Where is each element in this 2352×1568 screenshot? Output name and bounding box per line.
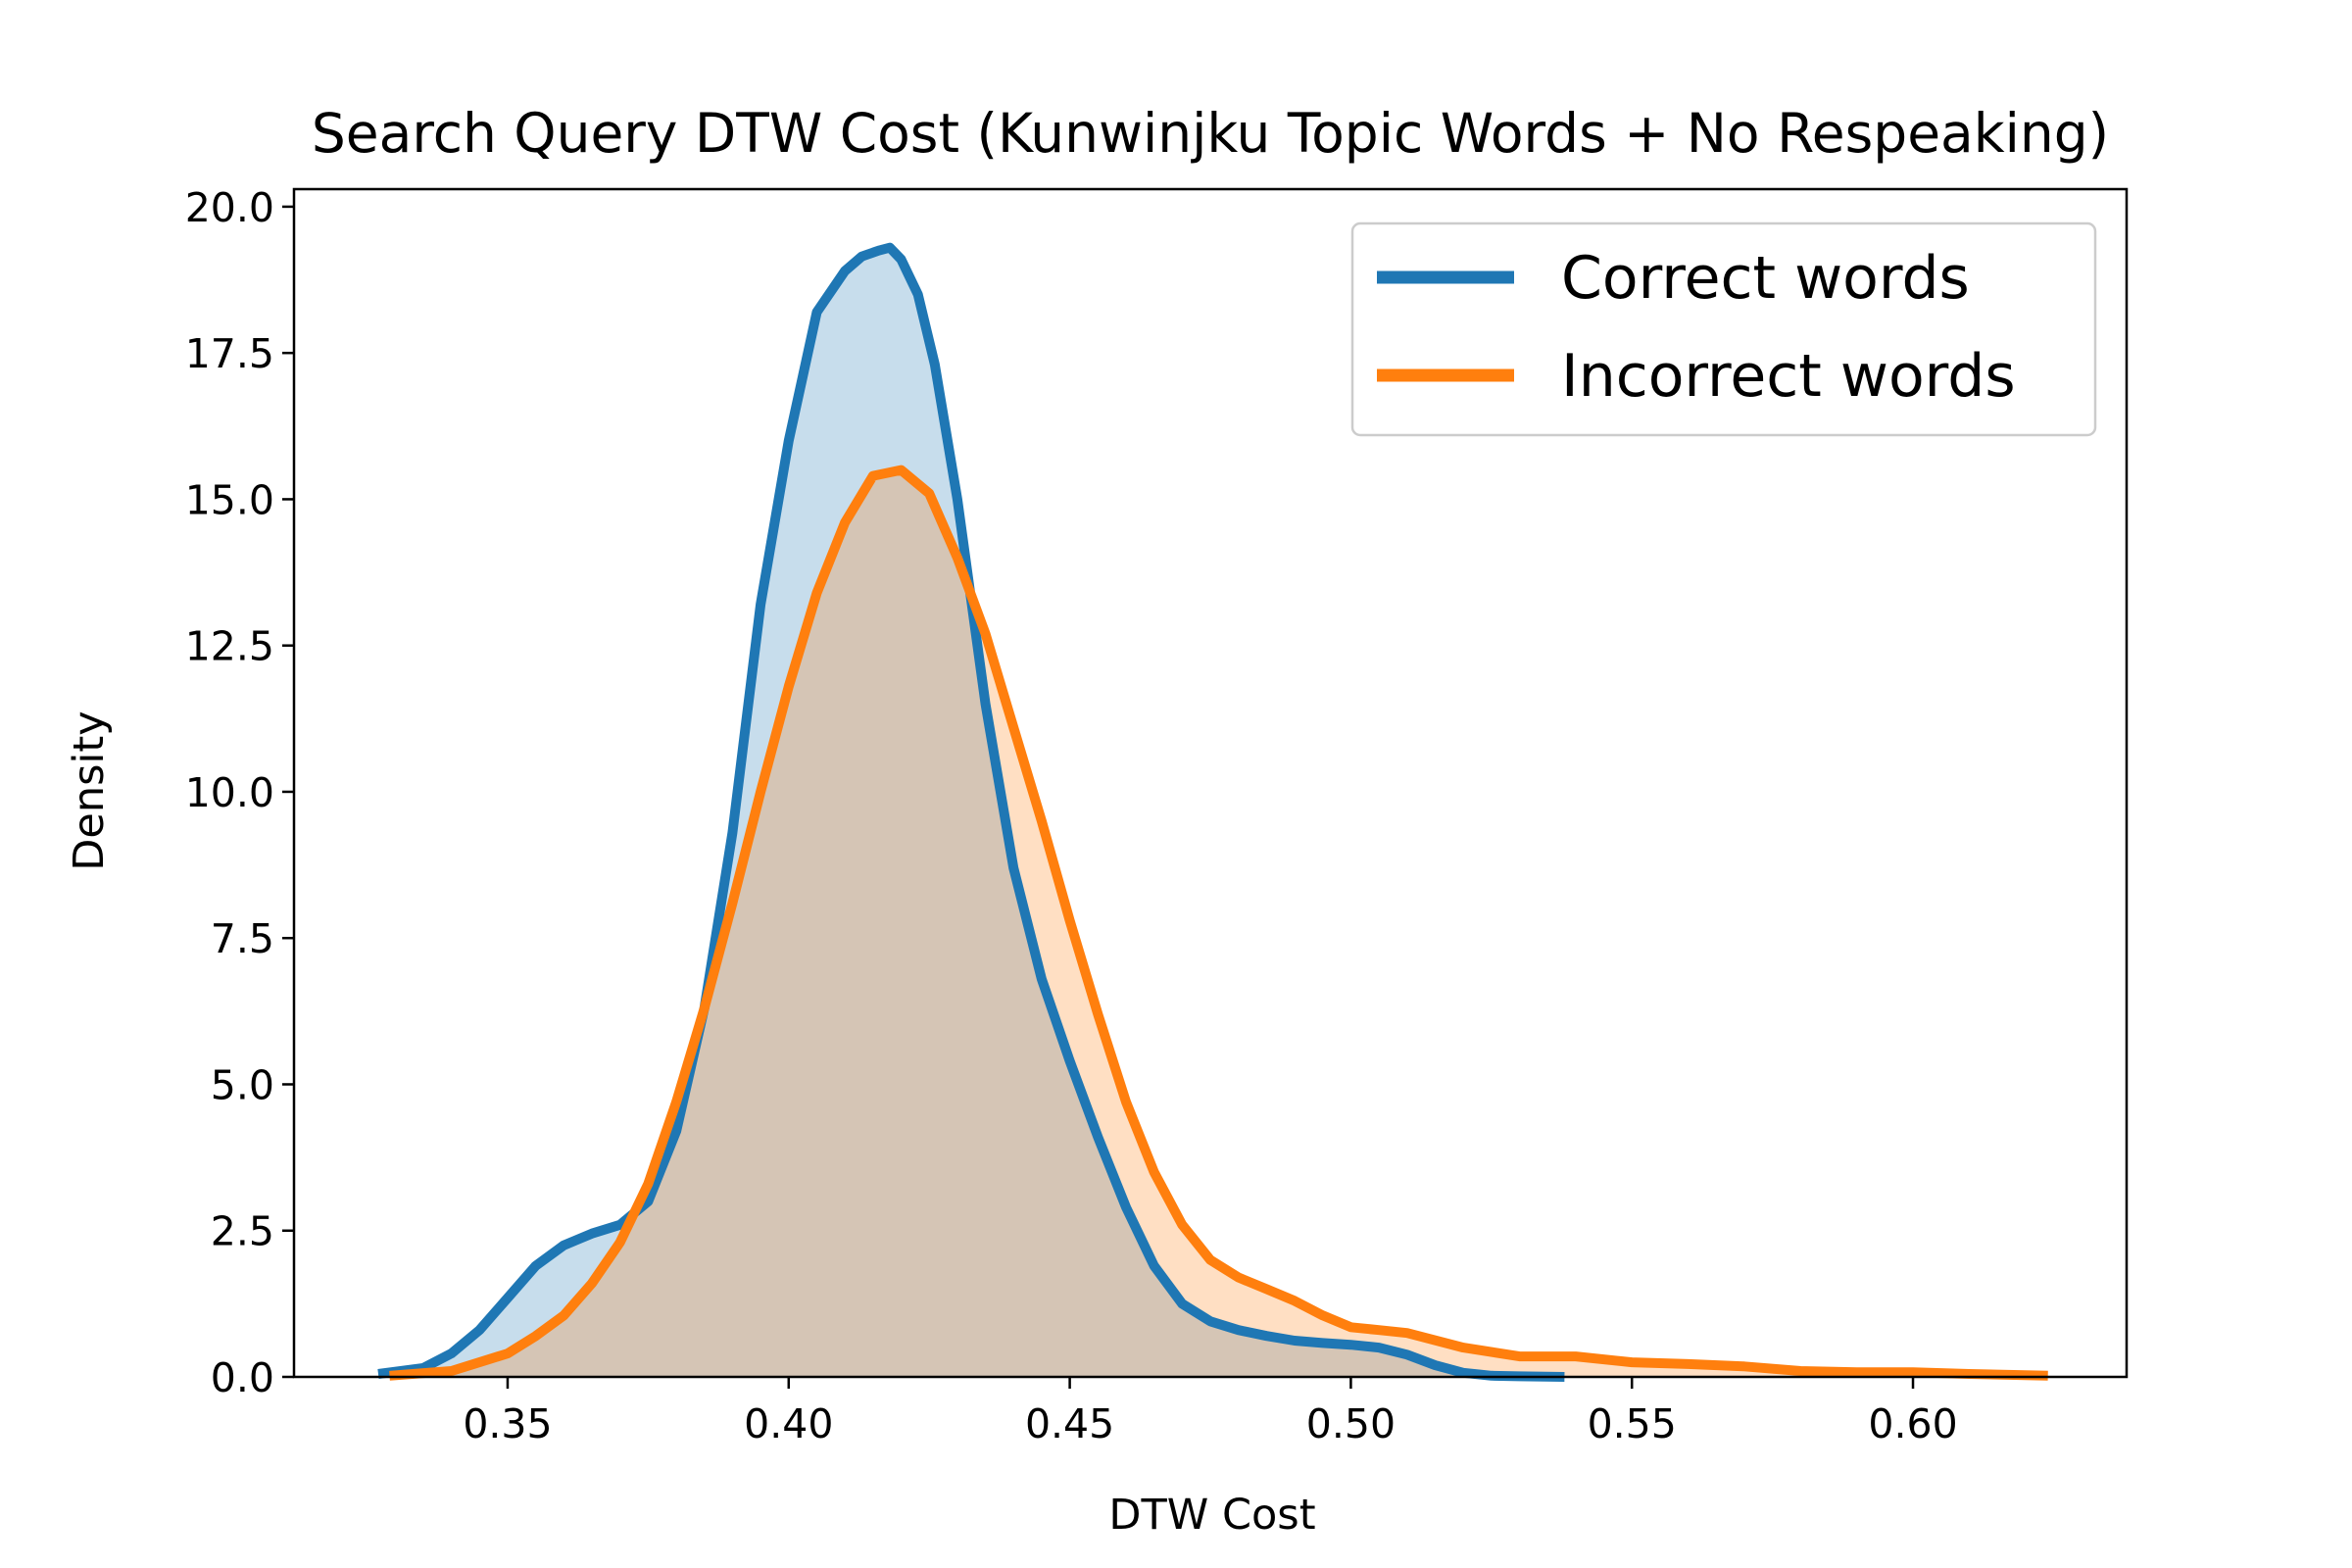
- y-tick-label: 20.0: [185, 184, 274, 231]
- density-fill-correct: [378, 247, 1565, 1378]
- legend: Correct words Incorrect words: [1350, 221, 2097, 437]
- y-tick-label: 2.5: [211, 1208, 274, 1255]
- y-tick-label: 15.0: [185, 476, 274, 523]
- legend-label-incorrect: Incorrect words: [1561, 342, 2016, 411]
- y-axis-ticks: 0.0 2.5 5.0 7.5 10.0 12.5 15.0 17.5 20.0: [185, 184, 294, 1401]
- x-tick-label: 0.50: [1306, 1400, 1396, 1447]
- chart-title: Search Query DTW Cost (Kunwinjku Topic W…: [312, 102, 2109, 165]
- y-tick-label: 10.0: [185, 769, 274, 816]
- y-tick-label: 5.0: [211, 1061, 274, 1108]
- y-tick-label: 12.5: [185, 623, 274, 670]
- x-tick-label: 0.40: [744, 1400, 833, 1447]
- y-tick-label: 17.5: [185, 330, 274, 377]
- density-fill-incorrect: [389, 469, 2048, 1378]
- x-tick-label: 0.35: [463, 1400, 552, 1447]
- legend-box: [1350, 221, 2097, 437]
- x-tick-label: 0.55: [1588, 1400, 1677, 1447]
- density-line-correct: [377, 242, 1565, 1382]
- plot-frame: [292, 187, 2129, 1379]
- y-tick-label: 0.0: [211, 1354, 274, 1401]
- legend-label-correct: Correct words: [1561, 244, 1970, 313]
- density-lines: [377, 242, 2048, 1382]
- density-fills: [378, 247, 2048, 1378]
- y-tick-label: 7.5: [211, 915, 274, 962]
- x-tick-label: 0.60: [1868, 1400, 1957, 1447]
- x-axis-ticks: 0.35 0.40 0.45 0.50 0.55 0.60: [463, 1377, 1958, 1447]
- density-line-incorrect: [389, 465, 2048, 1381]
- y-axis-label: Density: [65, 710, 114, 870]
- x-axis-label: DTW Cost: [1108, 1491, 1315, 1540]
- x-tick-label: 0.45: [1025, 1400, 1114, 1447]
